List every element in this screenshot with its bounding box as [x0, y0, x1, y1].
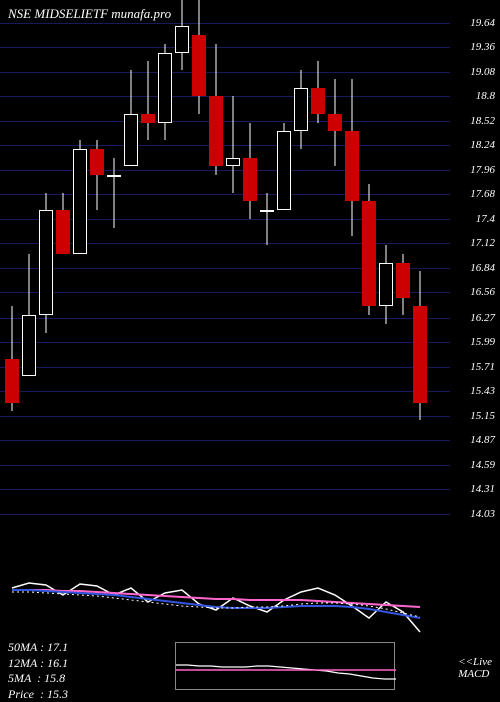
candle-body: [175, 26, 189, 52]
symbol-label: NSE MIDSELIETF: [8, 6, 108, 21]
candle-body: [73, 149, 87, 254]
candle: [141, 0, 155, 560]
macd-white-line: [176, 665, 396, 679]
y-axis-label: 15.71: [470, 361, 495, 373]
candle: [22, 0, 36, 560]
candle-body: [413, 306, 427, 402]
candle-body: [226, 158, 240, 167]
y-axis-label: 17.4: [476, 213, 495, 225]
y-axis-label: 15.43: [470, 385, 495, 397]
candle: [175, 0, 189, 560]
y-axis-label: 15.15: [470, 410, 495, 422]
candle: [124, 0, 138, 560]
y-axis-label: 14.31: [470, 483, 495, 495]
candle-body: [158, 53, 172, 123]
candle-body: [294, 88, 308, 132]
candle: [362, 0, 376, 560]
price-chart-area: [0, 0, 450, 560]
candle: [396, 0, 410, 560]
y-axis-label: 18.52: [470, 115, 495, 127]
candle: [73, 0, 87, 560]
candle: [311, 0, 325, 560]
y-axis-label: 14.03: [470, 508, 495, 520]
indicator-line-dotted: [12, 592, 420, 617]
y-axis-label: 17.12: [470, 237, 495, 249]
y-axis-label: 16.56: [470, 286, 495, 298]
candle: [345, 0, 359, 560]
macd-label: <<Live MACD: [458, 656, 492, 680]
candle: [56, 0, 70, 560]
y-axis-label: 17.96: [470, 164, 495, 176]
candle: [413, 0, 427, 560]
candle: [260, 0, 274, 560]
y-axis-label: 16.84: [470, 262, 495, 274]
stat-ma50: 50MA : 17.1: [8, 640, 68, 656]
indicator-svg: [0, 560, 450, 640]
y-axis-label: 19.64: [470, 17, 495, 29]
chart-header: NSE MIDSELIETF munafa.pro: [8, 6, 171, 22]
y-axis-label: 16.27: [470, 312, 495, 324]
y-axis-label: 17.68: [470, 188, 495, 200]
candle-body: [5, 359, 19, 403]
chart-container: NSE MIDSELIETF munafa.pro 19.64 19.36 19.0…: [0, 0, 500, 700]
candle: [90, 0, 104, 560]
indicator-line-ma_blue: [12, 590, 420, 618]
stat-ma5: 5MA : 15.8: [8, 671, 68, 687]
y-axis-label: 14.59: [470, 459, 495, 471]
macd-svg: [176, 643, 396, 691]
candle-body: [56, 210, 70, 254]
candle-body: [124, 114, 138, 167]
stats-area: 50MA : 17.1 12MA : 16.1 5MA : 15.8 Price…: [8, 640, 68, 702]
candle: [192, 0, 206, 560]
source-label: munafa.pro: [111, 6, 171, 21]
candle-wick: [114, 158, 115, 228]
candle-body: [379, 263, 393, 307]
candle-body: [311, 88, 325, 114]
y-axis: 19.64 19.36 19.08 18.8 18.52 18.24 17.96 17.68 1…: [450, 0, 500, 560]
candle: [158, 0, 172, 560]
candle: [209, 0, 223, 560]
y-axis-label: 14.87: [470, 434, 495, 446]
candle-body: [192, 35, 206, 96]
candle-wick: [267, 193, 268, 246]
candle-body: [277, 131, 291, 210]
candle: [328, 0, 342, 560]
candle-body: [107, 175, 121, 177]
candle-body: [90, 149, 104, 175]
candle: [39, 0, 53, 560]
candle-wick: [233, 96, 234, 192]
y-axis-label: 18.24: [470, 139, 495, 151]
candle-body: [141, 114, 155, 123]
candle-body: [345, 131, 359, 201]
candle-body: [209, 96, 223, 166]
indicator-line-ma_pink: [12, 590, 420, 607]
indicator-area: [0, 560, 450, 640]
macd-box: [175, 642, 395, 690]
candle-wick: [148, 61, 149, 140]
candle-body: [396, 263, 410, 298]
indicator-line-oscillator: [12, 583, 420, 632]
candle: [277, 0, 291, 560]
candle-body: [260, 210, 274, 212]
y-axis-label: 19.36: [470, 41, 495, 53]
candle: [107, 0, 121, 560]
candle-body: [243, 158, 257, 202]
y-axis-label: 15.99: [470, 336, 495, 348]
candle: [379, 0, 393, 560]
candle-body: [39, 210, 53, 315]
candle-body: [22, 315, 36, 376]
stat-ma12: 12MA : 16.1: [8, 656, 68, 672]
candle: [294, 0, 308, 560]
candle: [243, 0, 257, 560]
candle: [5, 0, 19, 560]
candle: [226, 0, 240, 560]
y-axis-label: 18.8: [476, 90, 495, 102]
candle-body: [362, 201, 376, 306]
candle-body: [328, 114, 342, 132]
y-axis-label: 19.08: [470, 66, 495, 78]
